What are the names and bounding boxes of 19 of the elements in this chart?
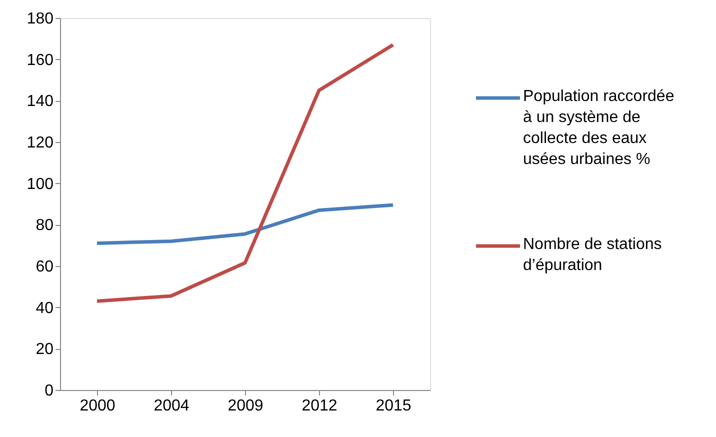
y-tick-label: 160 [26, 52, 54, 69]
y-tick-label: 120 [26, 134, 54, 152]
y-tick-label: 60 [36, 258, 54, 276]
y-tick-label: 40 [36, 300, 54, 317]
y-tick-label: 0 [44, 382, 54, 400]
x-tick-label: 2009 [228, 398, 264, 414]
line-series [95, 43, 395, 303]
y-tick-label: 80 [36, 217, 54, 234]
y-tick-label: 100 [26, 176, 54, 193]
x-tick-label: 2015 [376, 398, 412, 414]
legend-label: Nombre de stations d’épuration [523, 236, 662, 274]
legend-label: Population raccordée à un système de collecte des eaux usées urbaines % [523, 88, 674, 168]
y-tick-label: 20 [36, 341, 54, 358]
y-tick-label: 180 [26, 10, 54, 28]
y-tick-label: 140 [26, 93, 54, 110]
x-tick-label: 2004 [154, 398, 190, 414]
x-tick-label: 2000 [80, 398, 116, 414]
line-series [95, 203, 395, 246]
x-tick-label: 2012 [302, 398, 338, 414]
